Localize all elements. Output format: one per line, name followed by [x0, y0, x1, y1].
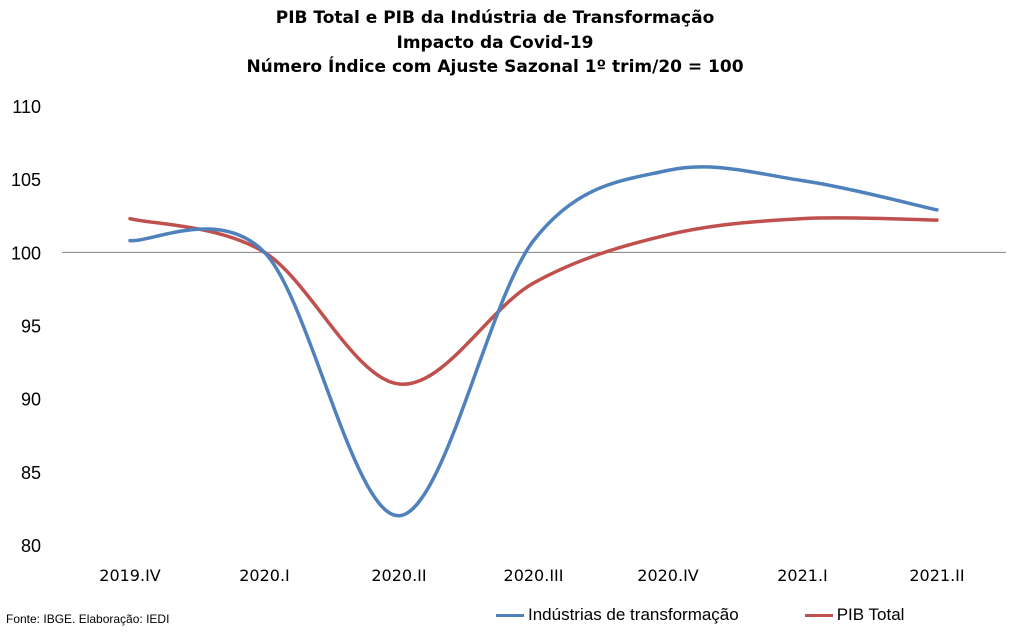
- legend: Indústrias de transformação PIB Total: [496, 605, 904, 625]
- y-tick-label: 90: [21, 390, 41, 410]
- x-tick-label: 2020.I: [239, 566, 290, 585]
- chart-title-line-1: PIB Total e PIB da Indústria de Transfor…: [275, 8, 715, 28]
- x-tick-label: 2020.III: [504, 566, 564, 585]
- series-line-industria: [128, 165, 939, 518]
- y-tick-label: 105: [11, 170, 41, 190]
- legend-label-industria: Indústrias de transformação: [528, 605, 739, 624]
- chart-title-line-3: Número Índice com Ajuste Sazonal 1º trim…: [246, 57, 744, 77]
- y-tick-label: 100: [11, 243, 41, 263]
- legend-item-industria: Indústrias de transformação: [496, 605, 739, 625]
- x-tick-label: 2021.I: [777, 566, 828, 585]
- x-tick-label: 2019.IV: [99, 566, 161, 585]
- legend-swatch-industria: [496, 613, 524, 617]
- legend-swatch-pib: [804, 613, 833, 617]
- x-tick-label: 2021.II: [909, 566, 964, 585]
- y-tick-label: 95: [21, 317, 41, 337]
- x-tick-label: 2020.II: [371, 566, 426, 585]
- chart-title-line-2: Impacto da Covid-19: [396, 32, 594, 53]
- series-lines: [128, 165, 939, 518]
- legend-item-pib: PIB Total: [804, 605, 905, 625]
- y-tick-label: 85: [21, 463, 41, 483]
- source-note: Fonte: IBGE. Elaboração: IEDI: [6, 612, 170, 626]
- y-tick-label: 110: [12, 97, 41, 117]
- x-axis: 2019.IV 2020.I 2020.II 2020.III 2020.IV 2021.…: [99, 566, 964, 585]
- y-tick-label: 80: [21, 536, 41, 556]
- y-axis: 110 105 100 95 90 85 80: [11, 97, 41, 556]
- chart-title: PIB Total e PIB da Indústria de Transfor…: [0, 6, 990, 80]
- x-tick-label: 2020.IV: [637, 566, 699, 585]
- legend-label-pib: PIB Total: [836, 605, 905, 624]
